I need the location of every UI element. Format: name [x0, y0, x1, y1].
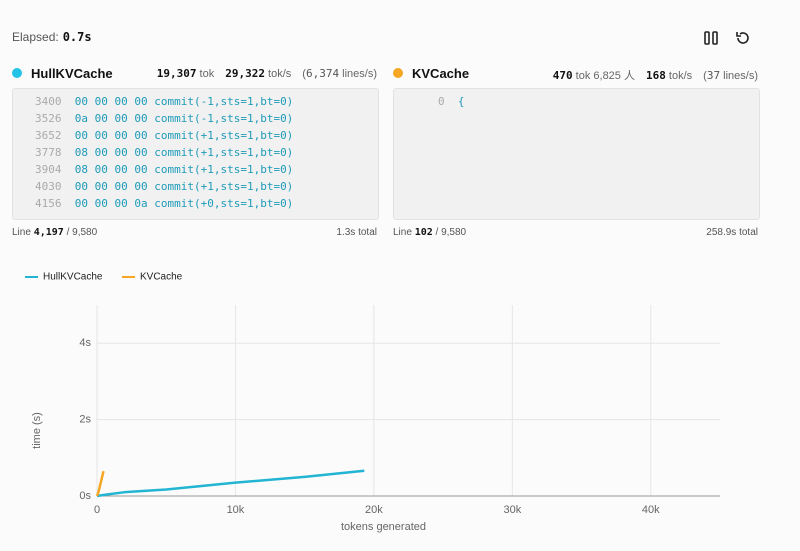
- rate-unit: tok/s: [668, 70, 693, 82]
- lines-unit: lines/s: [723, 70, 755, 82]
- total-time: 1.3s total: [336, 227, 377, 238]
- code-line: 3526 0a 00 00 00 commit(-1,sts=1,bt=0): [35, 112, 293, 125]
- extra: 6,825 人: [593, 70, 635, 82]
- panel-name: HullKVCache: [31, 66, 113, 81]
- tokens-unit: tok: [575, 70, 591, 82]
- code-text: {: [457, 95, 465, 108]
- total-time: 258.9s total: [706, 227, 758, 238]
- rate: 168: [645, 69, 666, 82]
- tokens: 470: [552, 69, 573, 82]
- restart-button[interactable]: [734, 29, 752, 47]
- line-current: 102: [414, 227, 433, 238]
- line-number: 3526: [35, 112, 62, 125]
- code-line: 3904 08 00 00 00 commit(+1,sts=1,bt=0): [35, 163, 293, 176]
- line-total: 9,580: [67, 227, 98, 238]
- line-number: 3400: [35, 95, 62, 108]
- panel-footer: Line 102 9,580: [393, 227, 466, 238]
- line-label: Line: [393, 227, 412, 238]
- x-tick-label: 0: [94, 504, 100, 516]
- lines-rate-value: 37: [706, 69, 721, 82]
- hex-bytes: 00 00 00 00: [74, 180, 148, 193]
- panel-name: KVCache: [412, 66, 470, 81]
- series-line: [96, 469, 365, 498]
- elapsed-value: 0.7s: [62, 30, 92, 44]
- x-axis-label: tokens generated: [341, 521, 426, 533]
- y-tick-label: 4s: [79, 337, 91, 349]
- code-line: 3400 00 00 00 00 commit(-1,sts=1,bt=0): [35, 95, 293, 108]
- rate-unit: tok/s: [268, 68, 292, 80]
- legend-label: HullKVCache: [43, 272, 103, 283]
- line-number: 3778: [35, 146, 62, 159]
- x-tick-label: 20k: [365, 504, 383, 516]
- series-dot: [393, 68, 403, 78]
- code-line: 4156 00 00 00 0a commit(+0,sts=1,bt=0): [35, 197, 293, 210]
- series-dot: [12, 68, 22, 78]
- hex-bytes: 00 00 00 00: [74, 129, 148, 142]
- y-axis-label: time (s): [31, 412, 43, 449]
- hex-bytes: 00 00 00 0a: [74, 197, 148, 210]
- hex-bytes: 0a 00 00 00: [74, 112, 148, 125]
- line-number: 0: [438, 95, 445, 108]
- panel-stats: 19,307 tok 29,322 tok/s 6,374 lines/s: [157, 67, 377, 80]
- line-label: Line: [12, 227, 31, 238]
- hex-bytes: 08 00 00 00: [74, 146, 148, 159]
- line-number: 4030: [35, 180, 62, 193]
- elapsed: Elapsed: 0.7s: [12, 30, 92, 44]
- code-line: 3778 08 00 00 00 commit(+1,sts=1,bt=0): [35, 146, 293, 159]
- code-text: commit(+1,sts=1,bt=0): [154, 146, 294, 159]
- pause-button[interactable]: [702, 29, 720, 47]
- code-text: commit(-1,sts=1,bt=0): [154, 112, 294, 125]
- line-total: 9,580: [436, 227, 467, 238]
- code-line: 4030 00 00 00 00 commit(+1,sts=1,bt=0): [35, 180, 293, 193]
- x-tick-label: 30k: [503, 504, 521, 516]
- code-text: commit(+1,sts=1,bt=0): [154, 163, 294, 176]
- code-box: 0 {: [393, 88, 760, 220]
- lines-rate: 37 lines/s: [703, 69, 758, 82]
- hex-bytes: 00 00 00 00: [74, 95, 148, 108]
- code-text: commit(+0,sts=1,bt=0): [154, 197, 294, 210]
- line-number: 3904: [35, 163, 62, 176]
- series-line: [95, 470, 105, 497]
- tokens: 19,307: [156, 67, 197, 80]
- x-tick-label: 10k: [227, 504, 245, 516]
- code-text: commit(+1,sts=1,bt=0): [154, 180, 294, 193]
- y-tick-label: 0s: [79, 490, 91, 502]
- lines-unit: lines/s: [342, 68, 374, 80]
- code-line: 3652 00 00 00 00 commit(+1,sts=1,bt=0): [35, 129, 293, 142]
- line-number: 3652: [35, 129, 62, 142]
- panel-stats: 470 tok 6,825 人 168 tok/s 37 lines/s: [553, 67, 758, 83]
- code-box: 3400 00 00 00 00 commit(-1,sts=1,bt=0) 35…: [12, 88, 379, 220]
- legend-label: KVCache: [140, 272, 183, 283]
- rate: 29,322: [225, 67, 265, 80]
- line-number: 4156: [35, 197, 62, 210]
- chart: HullKVCache KVCache 0 10k 20k 30k 40k 0s 2s 4s tok…: [25, 272, 720, 533]
- lines-rate-value: 6,374: [305, 67, 340, 80]
- code-line: 0 {: [438, 95, 465, 108]
- lines-rate: 6,374 lines/s: [302, 67, 377, 80]
- hex-bytes: 08 00 00 00: [74, 163, 148, 176]
- panel-footer: Line 4,197 9,580: [12, 227, 97, 238]
- x-tick-label: 40k: [642, 504, 660, 516]
- code-text: commit(+1,sts=1,bt=0): [154, 129, 294, 142]
- line-current: 4,197: [33, 227, 64, 238]
- tokens-unit: tok: [199, 68, 215, 80]
- elapsed-label: Elapsed:: [12, 30, 59, 44]
- code-text: commit(-1,sts=1,bt=0): [154, 95, 294, 108]
- y-tick-label: 2s: [79, 414, 91, 426]
